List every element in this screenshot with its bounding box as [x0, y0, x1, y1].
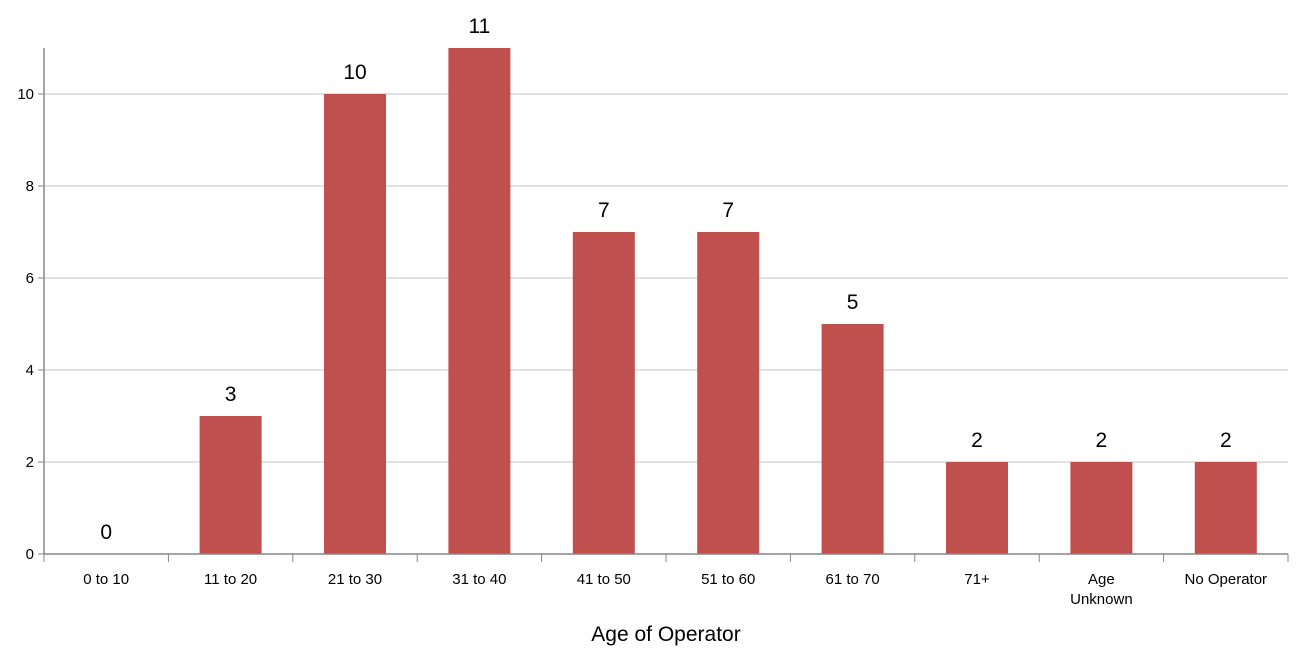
- x-tick-label-line: 0 to 10: [83, 571, 129, 588]
- x-tick-label: 0 to 10: [83, 571, 129, 588]
- y-tick-label: 10: [17, 86, 34, 103]
- x-tick-label-line: Age: [1088, 571, 1115, 588]
- x-tick-label: 11 to 20: [204, 571, 257, 588]
- x-tick-label: 61 to 70: [825, 571, 879, 588]
- x-tick-label: Age Unknown: [1070, 571, 1133, 608]
- x-tick-label: 21 to 30: [328, 571, 382, 588]
- labels: 0 2 4 6 8 10 0 0 to 10 3 11 to 20 10 21 to 30 11 31 t…: [17, 15, 1267, 608]
- x-tick-label: No Operator: [1185, 571, 1268, 588]
- data-label: 2: [1220, 429, 1232, 452]
- x-axis-title: Age of Operator: [591, 623, 740, 646]
- data-label: 10: [343, 61, 366, 84]
- x-tick-label-line: 31 to 40: [452, 571, 506, 588]
- x-tick-label-line: 71+: [964, 571, 990, 588]
- data-label: 5: [847, 291, 859, 314]
- y-tick-label: 0: [26, 546, 34, 563]
- bar: [448, 48, 511, 554]
- x-tick-label-line: 21 to 30: [328, 571, 382, 588]
- y-tick-label: 6: [26, 270, 34, 287]
- x-tick-label-line: 41 to 50: [577, 571, 631, 588]
- x-tick-label: 31 to 40: [452, 571, 506, 588]
- y-tick-label: 2: [26, 454, 34, 471]
- axes: [38, 48, 1289, 562]
- bar: [1194, 462, 1257, 554]
- x-tick-label-line: Unknown: [1070, 591, 1133, 608]
- data-label: 0: [100, 521, 112, 544]
- data-label: 3: [225, 383, 237, 406]
- x-tick-label-line: 61 to 70: [825, 571, 879, 588]
- bar: [199, 416, 262, 554]
- bar: [572, 232, 635, 554]
- bar: [821, 324, 884, 554]
- x-tick-label: 71+: [964, 571, 990, 588]
- bars: [199, 48, 1257, 554]
- x-tick-label-line: No Operator: [1185, 571, 1268, 588]
- bar: [697, 232, 760, 554]
- bar: [1070, 462, 1133, 554]
- data-label: 7: [722, 199, 734, 222]
- x-tick-label-line: 51 to 60: [701, 571, 755, 588]
- x-tick-label-line: 11 to 20: [204, 571, 257, 588]
- data-label: 11: [468, 15, 490, 38]
- data-label: 2: [971, 429, 983, 452]
- data-label: 7: [598, 199, 610, 222]
- bar: [324, 94, 386, 554]
- x-tick-label: 41 to 50: [577, 571, 631, 588]
- gridlines: [44, 93, 1288, 463]
- data-label: 2: [1096, 429, 1108, 452]
- y-tick-label: 4: [26, 362, 34, 379]
- y-tick-label: 8: [26, 178, 34, 195]
- x-tick-label: 51 to 60: [701, 571, 755, 588]
- bar: [946, 462, 1008, 554]
